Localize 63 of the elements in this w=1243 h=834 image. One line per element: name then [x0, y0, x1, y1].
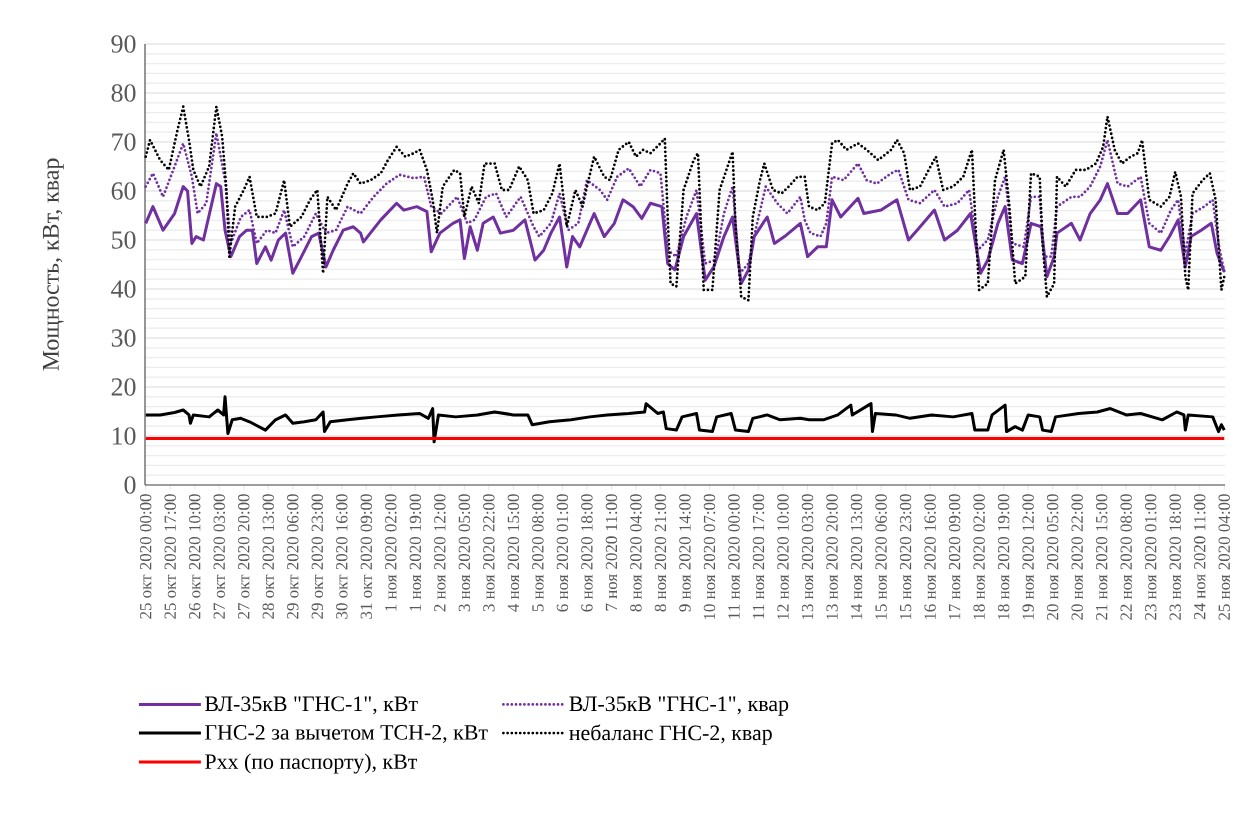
legend-label: небаланс ГНС-2, квар	[569, 724, 772, 745]
legend-label: ВЛ-35кВ "ГНС-1", квар	[569, 696, 789, 716]
x-tick-label: 4 ноя 2020 15:00	[507, 494, 520, 612]
x-tick-label: 8 ноя 2020 04:00	[630, 494, 642, 612]
line-series	[144, 395, 1226, 444]
x-tick-label: 20 ноя 2020 05:00	[1046, 494, 1059, 620]
x-tick-label: 12 ноя 2020 10:00	[777, 494, 789, 620]
x-tick-label: 16 ноя 2020 16:00	[924, 494, 936, 620]
x-tick-label: 10 ноя 2020 07:00	[703, 494, 716, 620]
x-tick-label: 27 окт 2020 20:00	[238, 494, 250, 619]
y-tick-label: 60	[111, 182, 136, 200]
x-tick-label: 2 ноя 2020 12:00	[434, 494, 446, 612]
x-tick-label: 13 ноя 2020 03:00	[801, 494, 814, 620]
x-tick-label: 11 ноя 2020 17:00	[752, 494, 765, 619]
x-tick-label: 31 окт 2020 09:00	[360, 494, 373, 619]
y-tick-label: 30	[111, 329, 136, 347]
x-tick-label: 1 ноя 2020 19:00	[409, 494, 422, 611]
x-tick-label: 7 ноя 2020 11:00	[605, 494, 618, 611]
y-tick-label: 10	[112, 427, 136, 445]
x-tick-label: 5 ноя 2020 08:00	[532, 494, 544, 612]
x-tick-label: 14 ноя 2020 13:00	[850, 494, 863, 620]
x-tick-label: 15 ноя 2020 06:00	[875, 494, 887, 620]
y-tick-label: 50	[112, 231, 136, 249]
y-tick-label: 80	[111, 84, 136, 102]
x-tick-label: 29 окт 2020 23:00	[311, 494, 324, 619]
x-tick-label: 29 окт 2020 06:00	[287, 494, 299, 619]
x-tick-label: 24 ноя 2020 11:00	[1194, 494, 1206, 620]
x-tick-label: 17 ноя 2020 09:00	[948, 494, 961, 620]
x-tick-label: 6 ноя 2020 01:00	[556, 494, 569, 612]
y-tick-label: 0	[124, 476, 136, 494]
x-tick-label: 9 ноя 2020 14:00	[679, 494, 691, 612]
y-tick-label: 40	[111, 280, 136, 298]
x-tick-label: 13 ноя 2020 20:00	[826, 494, 838, 620]
line-series	[144, 105, 1226, 302]
y-tick-label: 20	[111, 378, 136, 396]
x-tick-label: 18 ноя 2020 02:00	[973, 494, 985, 620]
x-tick-label: 23 ноя 2020 01:00	[1144, 494, 1157, 620]
x-tick-label: 25 окт 2020 17:00	[164, 494, 176, 619]
y-axis-title: Мощность, кВт, квар	[42, 158, 64, 371]
x-tick-label: 30 окт 2020 16:00	[336, 494, 348, 619]
x-tick-label: 26 окт 2020 10:00	[189, 494, 201, 619]
x-tick-label: 6 ноя 2020 18:00	[581, 494, 593, 612]
legend-label: ВЛ-35кВ "ГНС-1", кВт	[205, 696, 418, 715]
y-tick-label: 70	[112, 133, 136, 151]
x-tick-label: 27 окт 2020 03:00	[213, 494, 226, 619]
x-tick-label: 20 ноя 2020 22:00	[1071, 494, 1083, 620]
y-tick-label: 90	[111, 35, 136, 53]
x-tick-label: 23 ноя 2020 18:00	[1169, 494, 1181, 620]
x-tick-label: 19 ноя 2020 12:00	[1022, 494, 1034, 620]
x-tick-label: 22 ноя 2020 08:00	[1120, 494, 1132, 620]
x-tick-label: 1 ноя 2020 02:00	[385, 494, 397, 611]
x-tick-label: 18 ноя 2020 19:00	[997, 494, 1010, 620]
x-tick-label: 15 ноя 2020 23:00	[899, 494, 912, 620]
x-tick-label: 3 ноя 2020 05:00	[458, 494, 471, 612]
x-tick-label: 25 ноя 2020 04:00	[1218, 494, 1231, 620]
x-tick-label: 3 ноя 2020 22:00	[483, 494, 495, 612]
x-tick-label: 25 окт 2020 00:00	[139, 494, 152, 619]
x-tick-label: 11 ноя 2020 00:00	[728, 494, 740, 619]
x-tick-label: 21 ноя 2020 15:00	[1095, 494, 1108, 620]
legend-label: ГНС-2 за вычетом ТСН-2, кВт	[205, 725, 488, 743]
legend-label: Pxx (по паспорту), кВт	[205, 753, 418, 774]
x-tick-label: 28 окт 2020 13:00	[262, 494, 275, 619]
x-tick-label: 8 ноя 2020 21:00	[654, 494, 667, 612]
